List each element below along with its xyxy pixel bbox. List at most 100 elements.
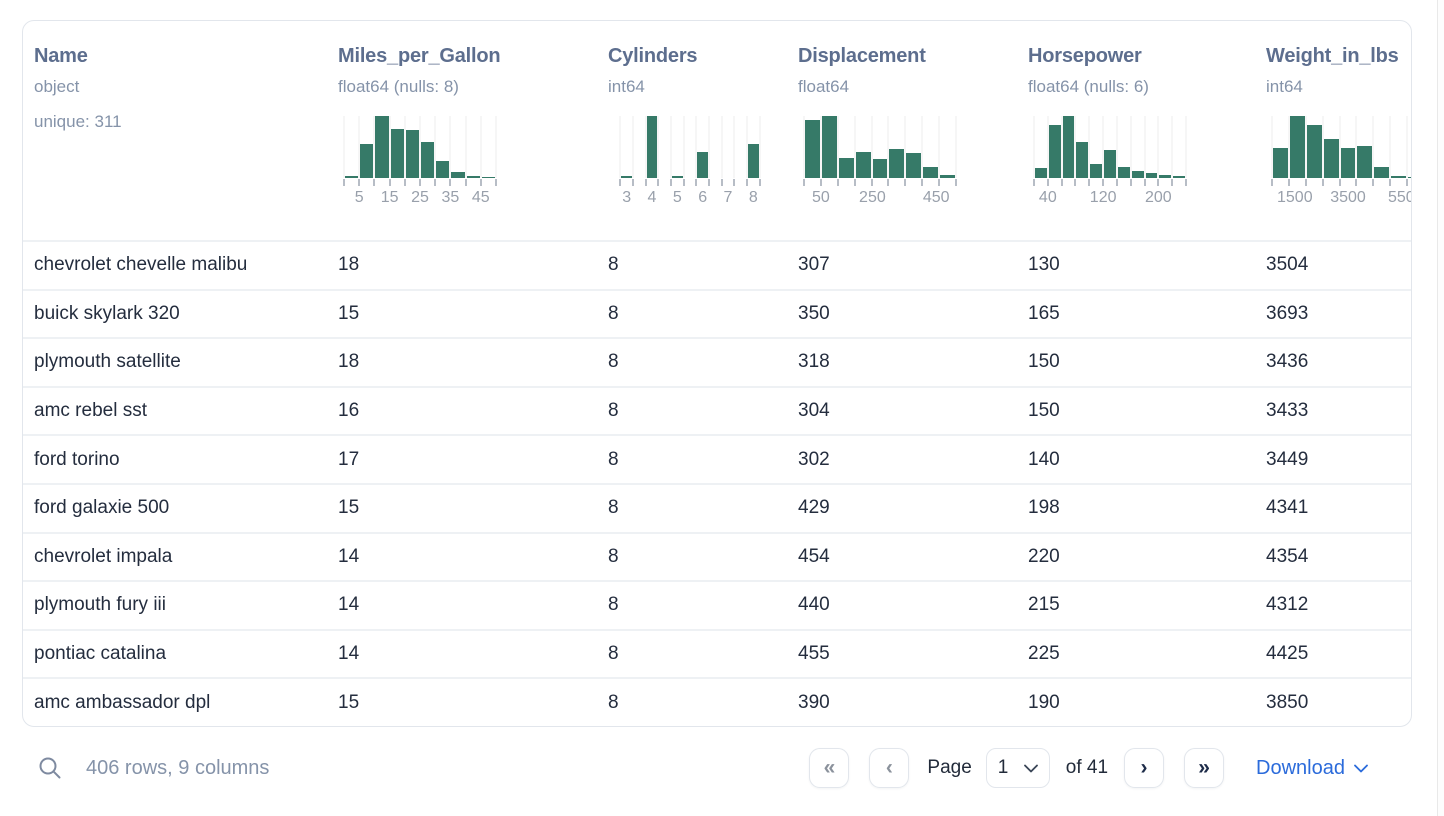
histogram-gridline xyxy=(434,116,436,178)
table-cell: 307 xyxy=(798,254,830,276)
histogram-bar xyxy=(889,149,905,178)
column-dtype: float64 xyxy=(798,77,850,96)
histogram-bar xyxy=(821,116,837,178)
table-cell: 8 xyxy=(608,254,619,276)
table-row: plymouth satellite 18 8 318 150 3436 xyxy=(23,337,1411,386)
table-cell: 429 xyxy=(798,497,830,519)
histogram-gridline xyxy=(1144,116,1146,178)
histogram-tick xyxy=(708,179,710,186)
histogram-bar xyxy=(1306,125,1322,178)
histogram-tick xyxy=(419,179,421,186)
histogram-bars xyxy=(614,116,766,178)
histogram-gridline xyxy=(1088,116,1090,178)
first-page-button[interactable]: « xyxy=(809,748,850,788)
histogram-gridline xyxy=(695,116,697,178)
histogram-tick xyxy=(955,179,957,186)
histogram-gridline xyxy=(670,116,672,178)
table-cell: 4312 xyxy=(1266,594,1309,616)
histogram-gridline xyxy=(820,116,822,178)
histogram-gridline xyxy=(759,116,761,178)
table-cell: 215 xyxy=(1028,594,1060,616)
column-title: Displacement xyxy=(798,45,926,67)
table-body: chevrolet chevelle malibu 18 8 307 130 3504 bu… xyxy=(23,240,1411,726)
histogram-tick xyxy=(1129,179,1132,186)
histogram-bar xyxy=(1289,116,1305,178)
histogram-bar xyxy=(697,151,708,178)
table-cell: 14 xyxy=(338,594,360,616)
table-cell: 3449 xyxy=(1266,448,1309,470)
table-cell: 4354 xyxy=(1266,545,1309,567)
histogram-bar xyxy=(1408,176,1411,178)
histogram-gridline xyxy=(1271,116,1273,178)
histogram-bar xyxy=(1090,164,1103,178)
histogram-tick xyxy=(1143,179,1146,186)
download-label: Download xyxy=(1256,756,1345,779)
histogram: 50 250 450 xyxy=(803,116,957,209)
scrollbar-track[interactable] xyxy=(1437,0,1444,816)
histogram-tick xyxy=(644,179,647,186)
histogram-tick xyxy=(1304,179,1307,186)
histogram-bar xyxy=(481,176,495,178)
histogram-tick-label: 6 xyxy=(698,189,708,206)
histogram-tick xyxy=(1060,179,1063,186)
table-cell: pontiac catalina xyxy=(34,643,167,665)
histogram-tick-label: 3500 xyxy=(1330,189,1366,206)
histogram-gridline xyxy=(1389,116,1391,178)
histogram-gridline xyxy=(1033,116,1035,178)
histogram-gridline xyxy=(803,116,805,178)
table-cell: 15 xyxy=(338,691,360,713)
histogram-tick-label: 45 xyxy=(471,189,490,206)
histogram-bar xyxy=(805,120,820,178)
histogram-gridline xyxy=(495,116,497,178)
table-cell: 14 xyxy=(338,643,360,665)
table-cell: 455 xyxy=(798,643,830,665)
search-button[interactable] xyxy=(36,754,64,782)
histogram-tick-labels: 1500 3500 5500 xyxy=(1272,189,1411,209)
histogram-tick xyxy=(479,179,482,186)
histogram: 1500 3500 5500 xyxy=(1271,116,1411,209)
last-page-button[interactable]: » xyxy=(1184,748,1225,788)
dataframe-card: Name object unique: 311 Miles_per_Gallon flo… xyxy=(22,20,1412,727)
histogram-bar xyxy=(375,116,389,178)
histogram-gridline xyxy=(1406,116,1408,178)
table-cell: ford torino xyxy=(34,448,120,470)
histogram-tick-label: 5500 xyxy=(1387,189,1411,206)
table-cell: buick skylark 320 xyxy=(34,302,180,324)
histogram-bar xyxy=(1173,176,1185,178)
column-header-name: Name object unique: 311 xyxy=(34,45,338,240)
table-header-row: Name object unique: 311 Miles_per_Gallon flo… xyxy=(23,21,1411,240)
prev-page-button[interactable]: ‹ xyxy=(869,748,910,788)
histogram-tick-label: 25 xyxy=(411,189,429,206)
histogram-gridline xyxy=(708,116,710,178)
histogram-axis xyxy=(614,179,766,187)
histogram-gridline xyxy=(619,116,621,178)
histogram-tick xyxy=(758,179,761,186)
table-cell: 220 xyxy=(1028,545,1060,567)
table-cell: amc ambassador dpl xyxy=(34,691,211,713)
histogram-bar xyxy=(1145,173,1158,178)
next-page-button[interactable]: › xyxy=(1124,748,1165,788)
histogram-bar xyxy=(1323,138,1339,178)
histogram-bar xyxy=(872,159,888,178)
histogram-tick-label: 4 xyxy=(647,189,657,206)
download-button[interactable]: Download xyxy=(1256,757,1368,780)
page-count-label: of 41 xyxy=(1065,757,1109,778)
histogram-gridline xyxy=(632,116,634,178)
column-dtype: object xyxy=(34,77,80,96)
histogram-bar xyxy=(1131,171,1144,178)
histogram-tick xyxy=(449,179,452,186)
histogram-bar xyxy=(1117,166,1130,178)
table-cell: 190 xyxy=(1028,691,1060,713)
histogram-tick xyxy=(746,179,748,186)
page-select[interactable]: 1 xyxy=(985,748,1050,788)
histogram-tick xyxy=(1074,179,1077,186)
histogram-tick xyxy=(657,179,660,186)
histogram-bar xyxy=(855,151,871,178)
histogram-tick xyxy=(464,179,467,186)
histogram-gridline xyxy=(733,116,735,178)
column-title: Name xyxy=(34,45,88,67)
histogram-tick xyxy=(632,179,634,186)
histogram-gridline xyxy=(404,116,406,178)
table-cell: plymouth fury iii xyxy=(34,594,166,616)
histogram-tick xyxy=(887,179,890,186)
